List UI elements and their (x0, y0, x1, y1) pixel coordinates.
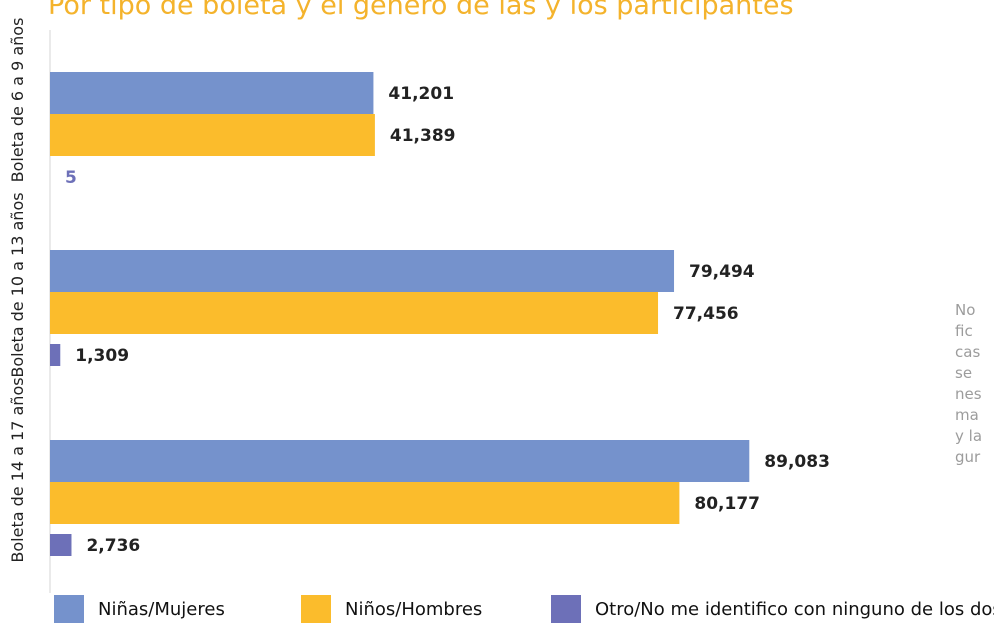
legend-swatch (551, 595, 581, 623)
bar-value-label: 1,309 (75, 346, 129, 366)
chart-title: Por tipo de boleta y el género de las y … (48, 0, 794, 21)
bar-value-label: 41,201 (388, 84, 454, 104)
bar-value-label: 80,177 (694, 494, 760, 514)
side-note-line: gur (955, 448, 981, 466)
bar-value-label: 89,083 (764, 452, 830, 472)
side-note-line: ma (955, 406, 979, 424)
bar-value-label: 2,736 (86, 536, 140, 556)
side-note-line: fic (955, 322, 973, 340)
bar (50, 250, 675, 292)
side-note: No fic cas se nes ma y la gur (955, 300, 994, 468)
category-label: Boleta de 10 a 13 años (8, 192, 27, 377)
bar (50, 534, 72, 556)
bar-value-label: 79,494 (689, 262, 755, 282)
bar-value-label: 77,456 (673, 304, 739, 324)
side-note-line: No (955, 301, 976, 319)
bar-value-label: 41,389 (390, 126, 456, 146)
side-note-line: y la (955, 427, 983, 445)
legend-item-ninas: Niñas/Mujeres (54, 595, 225, 623)
bar (50, 440, 750, 482)
category-label: Boleta de 14 a 17 años (8, 377, 27, 562)
bar (50, 114, 375, 156)
side-note-line: nes (955, 385, 982, 403)
legend-item-otro: Otro/No me identifico con ninguno de los… (551, 595, 994, 623)
side-note-line: se (955, 364, 973, 382)
legend: Niñas/Mujeres Niños/Hombres Otro/No me i… (54, 595, 994, 623)
category-label: Boleta de 6 a 9 años (8, 18, 27, 183)
bar (50, 72, 374, 114)
bar (50, 482, 680, 524)
legend-item-ninos: Niños/Hombres (301, 595, 482, 623)
side-note-line: cas (955, 343, 981, 361)
legend-label: Otro/No me identifico con ninguno de los… (595, 598, 994, 620)
legend-label: Niños/Hombres (345, 598, 483, 620)
legend-label: Niñas/Mujeres (98, 598, 225, 620)
legend-swatch (301, 595, 331, 623)
bar (50, 344, 61, 366)
bar-value-label: 5 (65, 168, 77, 188)
bar (50, 292, 659, 334)
legend-swatch (54, 595, 84, 623)
